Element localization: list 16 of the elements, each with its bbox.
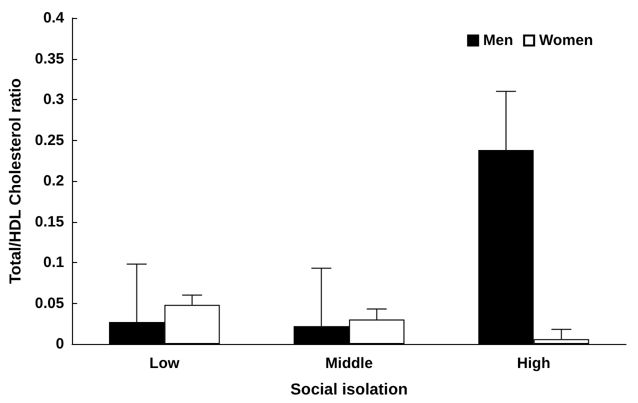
y-tick-label: 0 [56, 336, 64, 352]
y-tick-label: 0.25 [34, 132, 64, 149]
y-tick-label: 0.3 [43, 91, 64, 108]
y-tick-label: 0.15 [34, 213, 64, 230]
x-tick-label: Middle [325, 355, 373, 372]
legend-label: Men [483, 32, 514, 49]
y-tick-label: 0.4 [43, 10, 65, 26]
y-axis-title: Total/HDL Cholesterol ratio [8, 78, 24, 284]
x-axis-title: Social isolation [290, 382, 408, 398]
y-tick-label: 0.35 [34, 50, 64, 68]
y-tick-label: 0.05 [34, 294, 64, 312]
y-tick-label: 0.2 [43, 172, 64, 190]
y-tick-label: 0.1 [43, 254, 64, 271]
legend-label: Women [539, 32, 594, 49]
x-tick-label: High [517, 355, 550, 372]
x-tick-label: Low [149, 355, 180, 372]
